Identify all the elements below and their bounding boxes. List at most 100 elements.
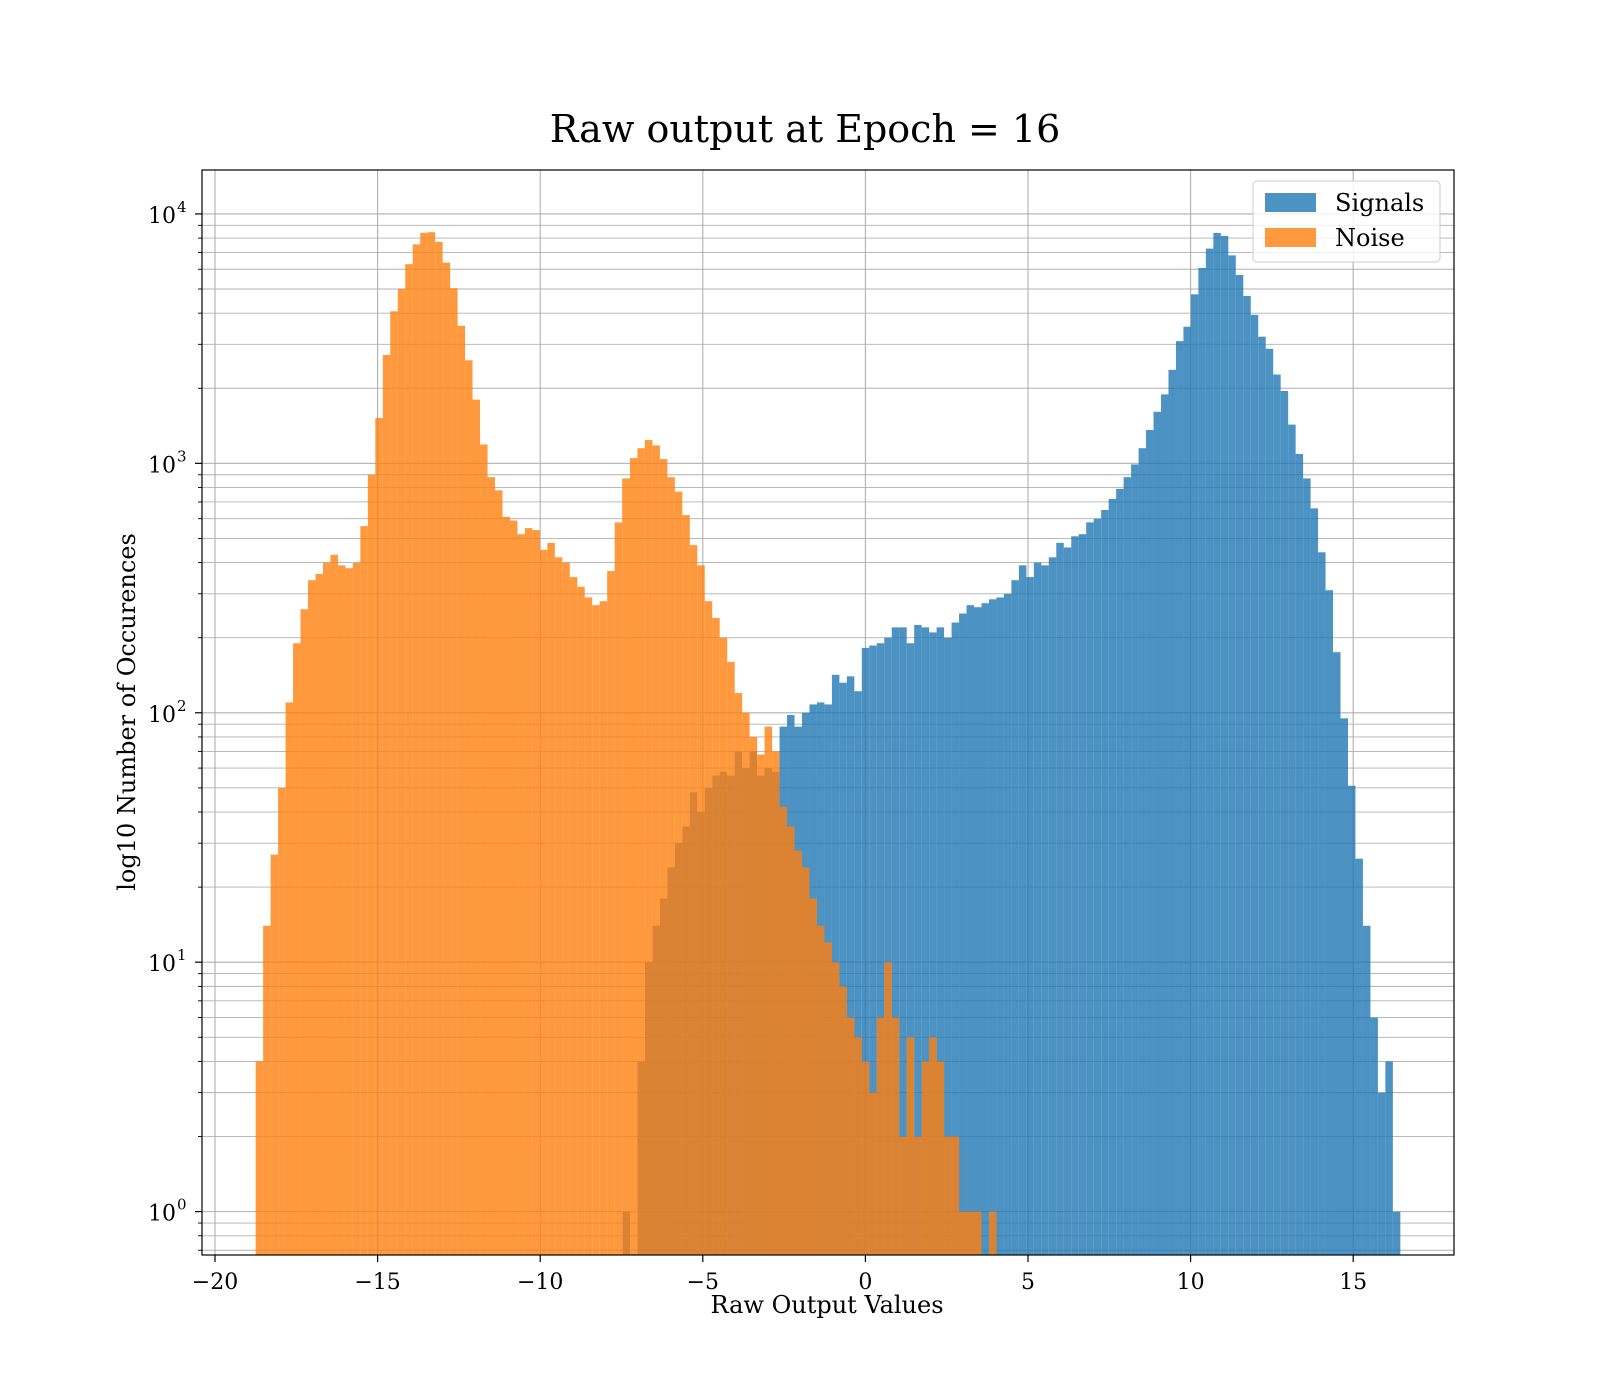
noise-bar (824, 942, 832, 1255)
noise-bar (255, 1061, 264, 1255)
signals-bar (884, 637, 892, 1255)
noise-bar (315, 574, 323, 1255)
signals-bar (1033, 562, 1042, 1255)
y-tick-label: 10 (148, 453, 176, 478)
noise-bar (629, 458, 638, 1255)
y-tick-exponent: 0 (177, 1196, 187, 1214)
histogram-bars (255, 232, 1401, 1256)
noise-bar (869, 1092, 877, 1255)
signals-bar (1228, 255, 1236, 1256)
noise-bar (405, 264, 413, 1255)
noise-bar (876, 1017, 885, 1255)
signals-bar (1048, 557, 1057, 1255)
signals-bar (959, 613, 967, 1255)
noise-bar (517, 534, 525, 1255)
noise-bar (846, 1017, 855, 1255)
signals-bar (1303, 478, 1311, 1255)
y-tick-label: 10 (148, 952, 176, 977)
signals-bar (1318, 552, 1326, 1255)
noise-bar (539, 549, 548, 1255)
signals-bar (1220, 235, 1229, 1256)
signals-bar (1108, 498, 1117, 1255)
noise-bar (921, 1061, 930, 1255)
signals-bar (1258, 336, 1266, 1255)
signals-bar (944, 637, 952, 1255)
noise-bar (801, 867, 810, 1255)
noise-bar (674, 491, 683, 1255)
x-axis-label: Raw Output Values (710, 1291, 943, 1319)
noise-bar (682, 515, 690, 1255)
x-tick-label: −20 (192, 1270, 238, 1295)
noise-bar (382, 354, 391, 1255)
noise-bar (472, 399, 481, 1255)
noise-bar (337, 565, 346, 1255)
signals-bar (1116, 488, 1124, 1255)
noise-bar (794, 850, 802, 1255)
noise-bar (592, 605, 600, 1255)
x-tick-label: 10 (1177, 1270, 1205, 1295)
noise-bar (554, 557, 563, 1255)
signals-bar (1160, 394, 1169, 1255)
signals-bar (1280, 391, 1289, 1255)
signals-bar (1205, 248, 1214, 1255)
noise-bar (487, 477, 496, 1255)
signals-bar (1250, 314, 1259, 1255)
noise-bar (577, 586, 585, 1255)
noise-bar (524, 528, 533, 1255)
noise-bar (367, 474, 376, 1256)
signals-bar (1153, 411, 1161, 1255)
noise-bar (270, 854, 279, 1255)
signals-bar (1235, 275, 1244, 1255)
signals-bar (988, 599, 997, 1255)
noise-bar (861, 1061, 870, 1255)
signals-bar (1325, 590, 1334, 1255)
noise-bar (891, 1017, 900, 1255)
noise-bar (831, 962, 840, 1255)
signals-bar (1086, 522, 1094, 1255)
noise-bar (779, 806, 788, 1255)
signals-bar (1131, 464, 1139, 1256)
signals-bar (839, 682, 847, 1255)
signals-bar (854, 691, 862, 1255)
noise-bar (375, 417, 383, 1255)
signals-bar (1190, 294, 1199, 1255)
noise-bar (929, 1037, 937, 1255)
y-tick-exponent: 3 (177, 447, 187, 465)
signals-bar (1213, 232, 1221, 1255)
noise-bar (397, 288, 406, 1256)
x-tick-label: 5 (1021, 1270, 1035, 1295)
signals-bar (869, 645, 877, 1255)
noise-bar (936, 1061, 945, 1255)
noise-bar (839, 986, 847, 1255)
signals-bar (1295, 454, 1304, 1255)
signals-bar (1071, 536, 1079, 1255)
signals-bar (876, 643, 885, 1255)
y-tick-label: 10 (148, 1202, 176, 1227)
noise-bar (532, 530, 540, 1255)
noise-bar (764, 726, 773, 1255)
noise-bar (547, 542, 555, 1255)
noise-bar (742, 712, 750, 1255)
y-tick-exponent: 2 (177, 697, 187, 715)
signals-bar (914, 624, 922, 1255)
legend-label-signals: Signals (1335, 189, 1424, 217)
signals-bar (1175, 341, 1184, 1256)
noise-bar (652, 445, 660, 1256)
noise-bar (906, 1037, 915, 1255)
legend: Signals Noise (1252, 180, 1441, 263)
noise-bar (637, 448, 645, 1255)
signals-bar (1265, 348, 1274, 1256)
signals-bar (1168, 369, 1176, 1256)
signals-bar (1041, 565, 1049, 1255)
signals-bar (1183, 326, 1191, 1256)
noise-bar (749, 736, 758, 1255)
noise-bar (293, 643, 301, 1255)
signals-bar (1003, 593, 1012, 1255)
noise-bar (607, 571, 615, 1255)
signals-bar (1370, 1017, 1378, 1255)
legend-swatch-noise (1265, 228, 1316, 247)
noise-bar (450, 288, 458, 1255)
noise-bar (300, 609, 309, 1255)
noise-bar (599, 601, 608, 1255)
